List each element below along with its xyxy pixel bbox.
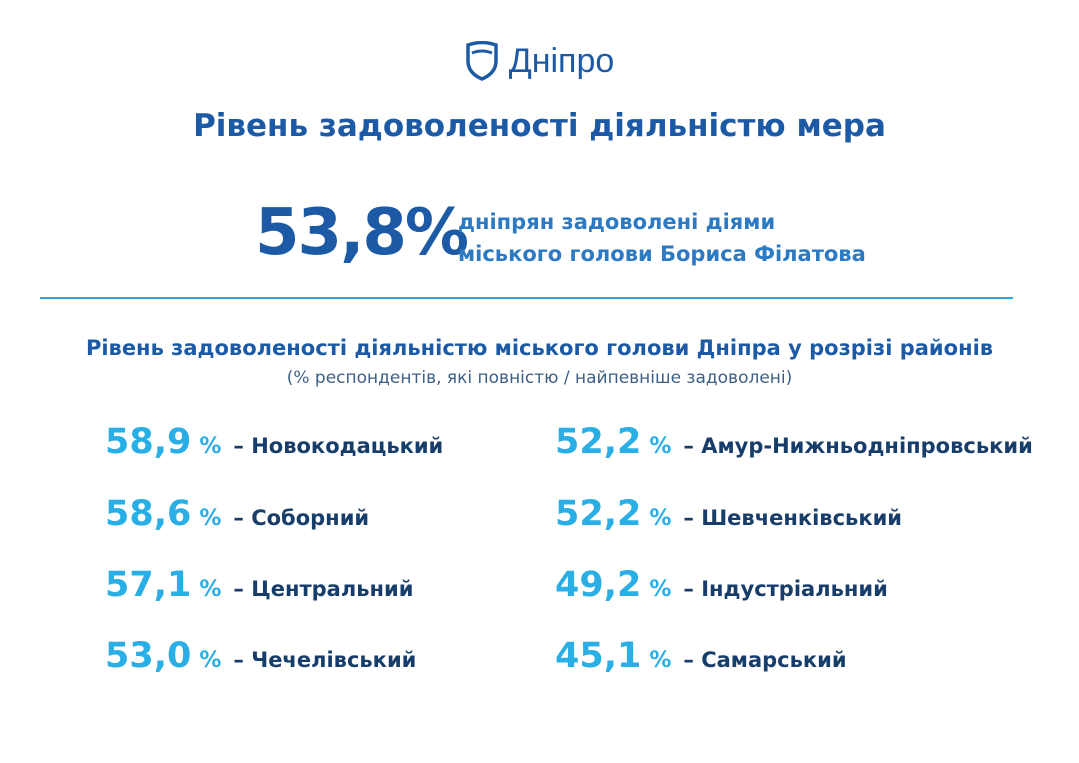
district-value: 52,2: [555, 494, 642, 534]
district-row: 52,2% – Амур-Нижньодніпровський: [555, 422, 1033, 462]
section-subtitle: (% респондентів, які повністю / найпевні…: [286, 368, 793, 388]
district-unit: %: [649, 434, 672, 459]
district-name: – Самарський: [683, 648, 847, 672]
district-value: 45,1: [555, 636, 642, 676]
district-row: 58,6% – Соборний: [105, 494, 369, 534]
district-row: 53,0% – Чечелівський: [105, 636, 416, 676]
district-row: 58,9% – Новокодацький: [105, 422, 443, 462]
logo-text: Дніпро: [508, 41, 615, 80]
title: Рівень задоволеності діяльністю мера: [193, 108, 886, 144]
district-row: 45,1% – Самарський: [555, 636, 847, 676]
district-name: – Шевченківський: [683, 506, 903, 530]
district-value: 58,9: [105, 422, 192, 462]
district-unit: %: [649, 648, 672, 673]
district-row: 52,2% – Шевченківський: [555, 494, 902, 534]
district-name: – Амур-Нижньодніпровський: [683, 434, 1033, 458]
headline-value: 53,8%: [255, 196, 469, 270]
district-unit: %: [199, 434, 222, 459]
district-unit: %: [199, 506, 222, 531]
divider: [40, 297, 1013, 299]
district-value: 57,1: [105, 565, 192, 605]
district-value: 58,6: [105, 494, 192, 534]
district-unit: %: [199, 648, 222, 673]
headline-caption: дніпрян задоволені діями міського голови…: [458, 206, 866, 270]
caption-line: міського голови Бориса Філатова: [458, 242, 866, 266]
district-name: – Центральний: [233, 577, 414, 601]
caption-line: дніпрян задоволені діями: [458, 210, 776, 234]
district-value: 49,2: [555, 565, 642, 605]
section-title: Рівень задоволеності діяльністю міського…: [85, 336, 994, 360]
district-value: 53,0: [105, 636, 192, 676]
district-unit: %: [199, 577, 222, 602]
district-unit: %: [649, 506, 672, 531]
district-unit: %: [649, 577, 672, 602]
district-name: – Соборний: [233, 506, 370, 530]
district-name: – Новокодацький: [233, 434, 444, 458]
district-name: – Індустріальний: [683, 577, 888, 601]
district-value: 52,2: [555, 422, 642, 462]
district-row: 49,2% – Індустріальний: [555, 565, 888, 605]
logo: Дніпро: [0, 36, 1079, 86]
district-name: – Чечелівський: [233, 648, 417, 672]
district-row: 57,1% – Центральний: [105, 565, 413, 605]
logo-icon: [465, 41, 498, 81]
